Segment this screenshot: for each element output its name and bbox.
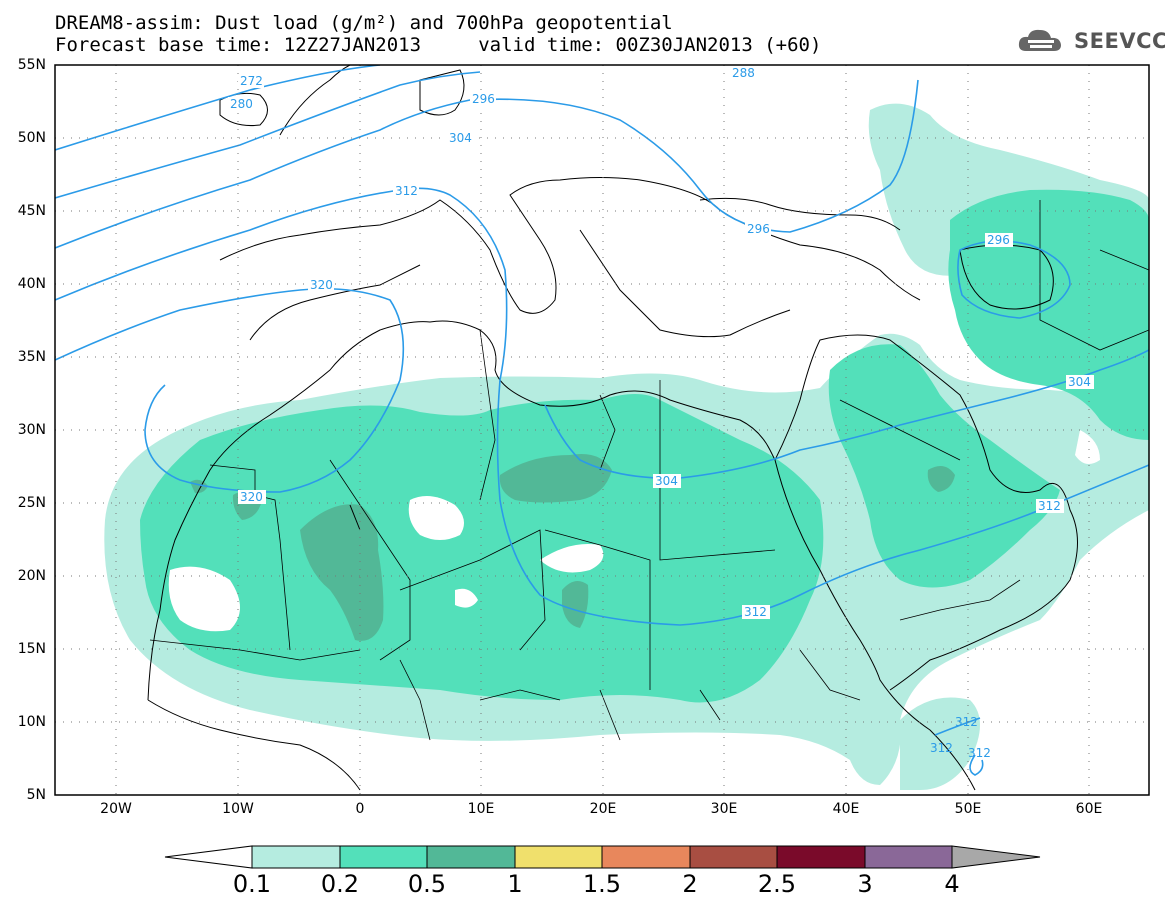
- contour-label: 304: [655, 474, 678, 488]
- colorbar-bin: [251, 845, 341, 869]
- dust-gaps: [168, 430, 1100, 790]
- contour-labels: 272 280 288 296 304 312 320 296 304 312 …: [228, 66, 1094, 760]
- map-frame: [54, 64, 1150, 796]
- colorbar-bin: [601, 845, 691, 869]
- colorbar-label: 2: [682, 870, 698, 898]
- map-title: DREAM8-assim: Dust load (g/m²) and 700hP…: [55, 12, 673, 34]
- contour-label: 304: [1068, 375, 1091, 389]
- contour-label: 312: [395, 184, 418, 198]
- lat-label: 25N: [17, 495, 46, 511]
- lat-label: 30N: [17, 422, 46, 438]
- contour-label: 280: [230, 97, 253, 111]
- contour-label: 312: [968, 746, 991, 760]
- contour-label: 296: [987, 233, 1010, 247]
- contour-label: 296: [747, 222, 770, 236]
- coastlines: [147, 65, 1078, 791]
- lat-label: 50N: [17, 130, 46, 146]
- lon-label: 50E: [954, 801, 982, 817]
- colorbar-bin: [776, 845, 866, 869]
- lat-label: 35N: [17, 349, 46, 365]
- contour-label: 312: [955, 715, 978, 729]
- country-borders: [149, 200, 1149, 741]
- contour-label: 320: [310, 278, 333, 292]
- lon-label: 20E: [589, 801, 617, 817]
- lat-label: 15N: [17, 641, 46, 657]
- lat-label: 55N: [17, 57, 46, 73]
- colorbar-label: 1.5: [582, 870, 622, 898]
- logo-text: SEEVCCC: [1074, 29, 1165, 53]
- colorbar-label: 1: [507, 870, 523, 898]
- lat-label: 40N: [17, 276, 46, 292]
- colorbar-under-triangle: [164, 845, 253, 869]
- contour-label: 272: [240, 74, 263, 88]
- lat-label: 5N: [26, 787, 46, 803]
- contour-label: 312: [1038, 499, 1061, 513]
- lon-label: 40E: [832, 801, 860, 817]
- contour-label: 296: [472, 92, 495, 106]
- colorbar-bin: [864, 845, 953, 869]
- forecast-time-subtitle: Forecast base time: 12Z27JAN2013 valid t…: [55, 34, 822, 56]
- contour-label: 312: [930, 741, 953, 755]
- contour-label: 312: [744, 605, 767, 619]
- lon-label: 10E: [467, 801, 495, 817]
- colorbar-label: 0.5: [407, 870, 447, 898]
- colorbar-bin: [426, 845, 516, 869]
- colorbar-bin: [514, 845, 603, 869]
- contour-label: 320: [240, 490, 263, 504]
- lat-label: 20N: [17, 568, 46, 584]
- lat-lon-grid: [55, 65, 1149, 795]
- colorbar-label: 0.2: [320, 870, 360, 898]
- colorbar-label: 0.1: [232, 870, 272, 898]
- lon-label: 20W: [100, 801, 132, 817]
- dust-layer-medium: [140, 189, 1149, 703]
- cloud-logo-icon: [1018, 29, 1061, 51]
- dust-layer-dark: [190, 454, 955, 641]
- lat-label: 10N: [17, 714, 46, 730]
- seevccc-logo: SEEVCCC: [1016, 26, 1165, 56]
- colorbar-over-triangle: [951, 845, 1041, 869]
- colorbar-bin: [689, 845, 778, 869]
- colorbar-bin: [339, 845, 428, 869]
- lon-label: 0: [355, 801, 365, 817]
- lon-label: 30E: [710, 801, 738, 817]
- lon-label: 60E: [1075, 801, 1103, 817]
- colorbar-label: 4: [944, 870, 960, 898]
- contour-label: 304: [449, 131, 472, 145]
- lat-label: 45N: [17, 203, 46, 219]
- colorbar-label: 2.5: [757, 870, 797, 898]
- colorbar: [164, 845, 1041, 869]
- colorbar-label: 3: [857, 870, 873, 898]
- lon-label: 10W: [222, 801, 254, 817]
- contour-label: 288: [732, 66, 755, 80]
